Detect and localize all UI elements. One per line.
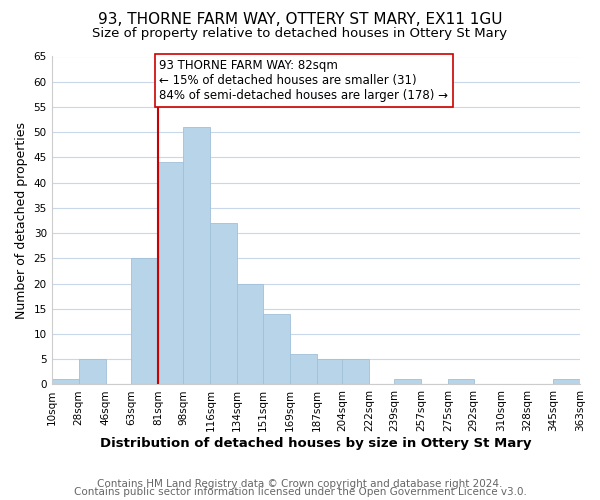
- Bar: [263, 314, 290, 384]
- Bar: [211, 223, 237, 384]
- Text: 93, THORNE FARM WAY, OTTERY ST MARY, EX11 1GU: 93, THORNE FARM WAY, OTTERY ST MARY, EX1…: [98, 12, 502, 28]
- Bar: [290, 354, 317, 384]
- Bar: [317, 359, 342, 384]
- Bar: [79, 359, 106, 384]
- Bar: [342, 359, 369, 384]
- Bar: [52, 380, 79, 384]
- Bar: [131, 258, 158, 384]
- Bar: [158, 162, 184, 384]
- Text: Size of property relative to detached houses in Ottery St Mary: Size of property relative to detached ho…: [92, 28, 508, 40]
- Text: 93 THORNE FARM WAY: 82sqm
← 15% of detached houses are smaller (31)
84% of semi-: 93 THORNE FARM WAY: 82sqm ← 15% of detac…: [160, 59, 448, 102]
- Bar: [553, 380, 580, 384]
- Text: Contains HM Land Registry data © Crown copyright and database right 2024.: Contains HM Land Registry data © Crown c…: [97, 479, 503, 489]
- Text: Contains public sector information licensed under the Open Government Licence v3: Contains public sector information licen…: [74, 487, 526, 497]
- Bar: [237, 284, 263, 384]
- X-axis label: Distribution of detached houses by size in Ottery St Mary: Distribution of detached houses by size …: [100, 437, 532, 450]
- Y-axis label: Number of detached properties: Number of detached properties: [15, 122, 28, 319]
- Bar: [184, 127, 211, 384]
- Bar: [448, 380, 474, 384]
- Bar: [394, 380, 421, 384]
